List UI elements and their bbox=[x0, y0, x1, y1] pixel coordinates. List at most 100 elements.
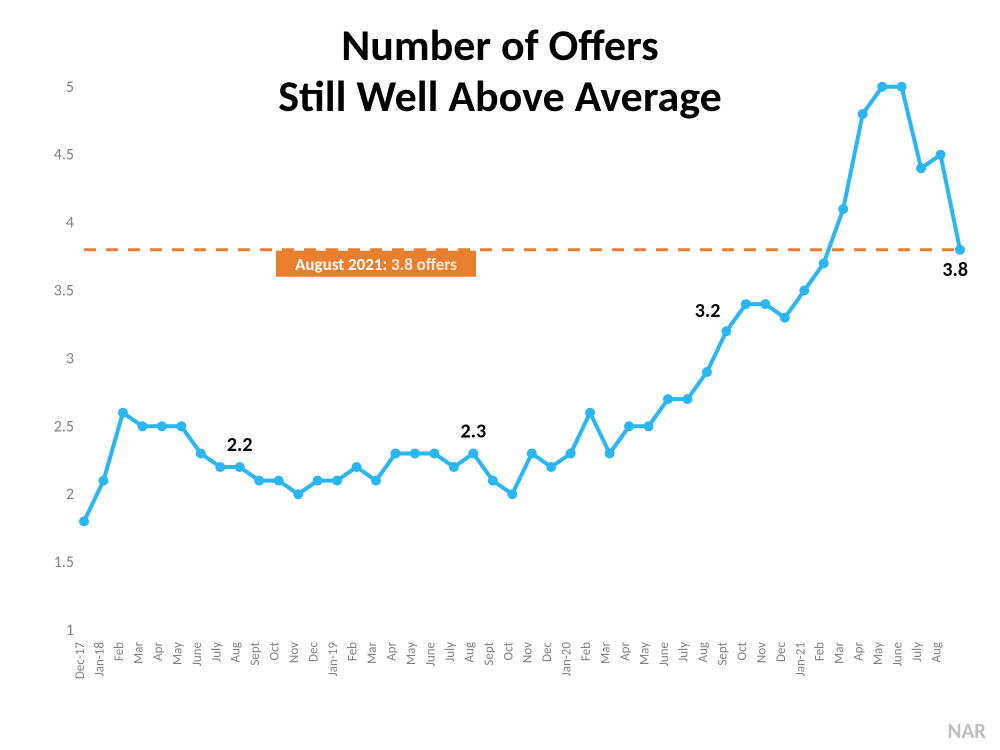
svg-text:Aug: Aug bbox=[696, 642, 711, 662]
series-marker bbox=[137, 421, 147, 431]
svg-text:July: July bbox=[209, 642, 224, 662]
y-tick: 4.5 bbox=[54, 146, 74, 165]
x-tick: Aug bbox=[229, 642, 244, 662]
x-tick: July bbox=[910, 642, 925, 662]
plot-area: 11.522.533.544.55August 2021: 3.8 offers… bbox=[60, 70, 970, 650]
series-marker bbox=[410, 448, 420, 458]
series-marker bbox=[644, 421, 654, 431]
series-marker bbox=[936, 150, 946, 160]
line-chart-svg: 11.522.533.544.55August 2021: 3.8 offers… bbox=[60, 70, 970, 650]
x-tick: Dec bbox=[307, 642, 322, 662]
svg-text:Mar: Mar bbox=[365, 642, 380, 664]
svg-text:Feb: Feb bbox=[813, 642, 828, 661]
series-marker bbox=[527, 448, 537, 458]
point-annotation: 3.2 bbox=[695, 299, 721, 323]
x-tick: June bbox=[891, 642, 906, 666]
x-tick: Nov bbox=[754, 642, 769, 663]
y-tick: 5 bbox=[66, 78, 74, 97]
x-tick: Feb bbox=[346, 642, 361, 661]
series-marker bbox=[488, 476, 498, 486]
x-tick: Sept bbox=[715, 641, 730, 665]
x-tick: Dec bbox=[540, 642, 555, 662]
svg-text:Aug: Aug bbox=[930, 642, 945, 662]
svg-text:June: June bbox=[190, 642, 205, 666]
svg-text:July: July bbox=[443, 642, 458, 662]
series-marker bbox=[313, 476, 323, 486]
svg-text:Jan-21: Jan-21 bbox=[793, 642, 808, 676]
series-marker bbox=[566, 448, 576, 458]
y-tick: 1.5 bbox=[54, 553, 74, 572]
svg-text:Oct: Oct bbox=[501, 641, 516, 660]
series-marker bbox=[546, 462, 556, 472]
chart-container: Number of Offers Still Well Above Averag… bbox=[0, 0, 1000, 750]
x-tick: Mar bbox=[832, 642, 847, 664]
svg-text:3: 3 bbox=[66, 349, 74, 368]
svg-text:Feb: Feb bbox=[346, 642, 361, 661]
y-tick: 2 bbox=[66, 485, 74, 504]
svg-text:June: June bbox=[657, 642, 672, 666]
svg-text:Nov: Nov bbox=[754, 642, 769, 663]
series-marker bbox=[624, 421, 634, 431]
point-annotation: 2.3 bbox=[461, 419, 487, 443]
series-marker bbox=[274, 476, 284, 486]
x-tick: Feb bbox=[112, 642, 127, 661]
series-marker bbox=[429, 448, 439, 458]
svg-text:Sept: Sept bbox=[715, 641, 730, 665]
series-marker bbox=[741, 299, 751, 309]
y-tick: 3 bbox=[66, 349, 74, 368]
svg-text:Jan-19: Jan-19 bbox=[326, 642, 341, 677]
svg-text:May: May bbox=[638, 642, 653, 665]
series-marker bbox=[157, 421, 167, 431]
svg-text:Jan-18: Jan-18 bbox=[92, 642, 107, 677]
svg-text:4.5: 4.5 bbox=[54, 146, 74, 165]
svg-text:2.5: 2.5 bbox=[54, 417, 74, 436]
svg-text:Oct: Oct bbox=[268, 641, 283, 660]
svg-text:Feb: Feb bbox=[579, 642, 594, 661]
series-marker bbox=[196, 448, 206, 458]
source-label: NAR bbox=[948, 718, 986, 744]
x-tick: Aug bbox=[462, 642, 477, 662]
svg-text:Nov: Nov bbox=[287, 642, 302, 663]
series-marker bbox=[254, 476, 264, 486]
x-tick: Mar bbox=[599, 642, 614, 664]
svg-text:1.5: 1.5 bbox=[54, 553, 74, 572]
series-marker bbox=[780, 313, 790, 323]
x-tick: Aug bbox=[696, 642, 711, 662]
x-tick: June bbox=[657, 642, 672, 666]
x-tick: July bbox=[209, 642, 224, 662]
svg-text:Apr: Apr bbox=[618, 642, 633, 661]
svg-text:May: May bbox=[404, 642, 419, 665]
series-marker bbox=[371, 476, 381, 486]
point-annotation: 3.8 bbox=[942, 258, 968, 282]
series-marker bbox=[468, 448, 478, 458]
series-marker bbox=[955, 245, 965, 255]
svg-text:July: July bbox=[910, 642, 925, 662]
x-tick: Aug bbox=[930, 642, 945, 662]
series-marker bbox=[819, 258, 829, 268]
svg-text:4: 4 bbox=[66, 214, 74, 233]
x-tick: Dec bbox=[774, 642, 789, 662]
svg-text:Apr: Apr bbox=[384, 642, 399, 661]
svg-text:Mar: Mar bbox=[599, 642, 614, 664]
svg-text:Dec: Dec bbox=[307, 642, 322, 662]
x-tick: May bbox=[871, 642, 886, 665]
x-tick: Jan-18 bbox=[92, 642, 107, 677]
svg-text:5: 5 bbox=[66, 78, 74, 97]
x-tick: Jan-19 bbox=[326, 642, 341, 677]
x-tick: Sept bbox=[482, 641, 497, 665]
x-tick: Mar bbox=[365, 642, 380, 664]
series-marker bbox=[79, 516, 89, 526]
series-marker bbox=[332, 476, 342, 486]
point-annotation: 2.2 bbox=[227, 433, 253, 457]
series-marker bbox=[449, 462, 459, 472]
y-tick: 3.5 bbox=[54, 281, 74, 300]
x-tick: Apr bbox=[384, 642, 399, 661]
series-marker bbox=[721, 326, 731, 336]
svg-text:Sept: Sept bbox=[482, 641, 497, 665]
series-marker bbox=[877, 82, 887, 92]
x-tick: Apr bbox=[852, 642, 867, 661]
x-tick: Jan-20 bbox=[560, 642, 575, 677]
svg-text:Nov: Nov bbox=[521, 642, 536, 663]
series-marker bbox=[176, 421, 186, 431]
svg-text:Dec-17: Dec-17 bbox=[73, 642, 88, 680]
